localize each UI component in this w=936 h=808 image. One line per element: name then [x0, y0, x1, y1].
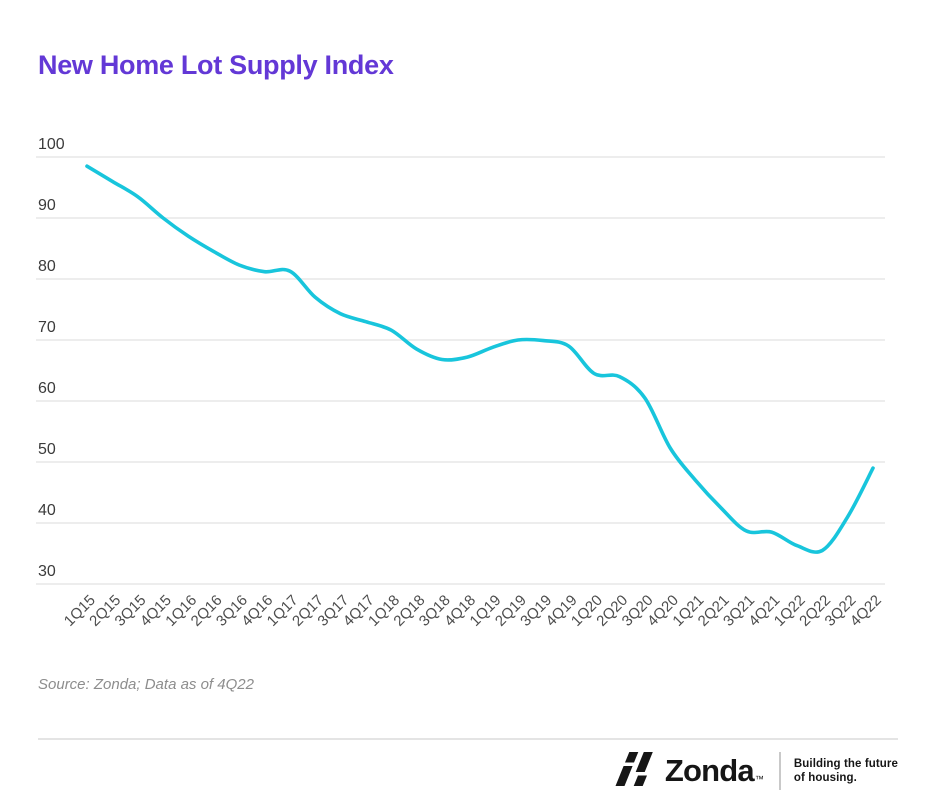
svg-text:40: 40 [38, 502, 56, 519]
svg-text:90: 90 [38, 197, 56, 214]
footer-brand-block: Zonda ™ Building the future of housing. [614, 752, 898, 790]
trademark-symbol: ™ [754, 774, 764, 784]
tagline-line-2: of housing. [793, 772, 857, 784]
svg-text:70: 70 [38, 319, 56, 336]
svg-text:80: 80 [38, 258, 56, 275]
svg-text:100: 100 [38, 136, 65, 153]
svg-text:50: 50 [38, 441, 56, 458]
footer-divider [38, 738, 898, 740]
source-note: Source: Zonda; Data as of 4Q22 [38, 676, 254, 693]
zonda-logo-icon [614, 752, 656, 790]
tagline-line-1: Building the future [793, 758, 898, 770]
footer-vertical-divider [778, 752, 781, 790]
brand-tagline: Building the future of housing. [794, 757, 898, 785]
page-title: New Home Lot Supply Index [38, 50, 394, 80]
supply-index-line [85, 164, 875, 554]
zonda-wordmark: Zonda [664, 752, 755, 788]
line-chart: 304050607080901001Q152Q153Q154Q151Q162Q1… [36, 136, 885, 630]
svg-text:60: 60 [38, 380, 56, 397]
svg-text:30: 30 [38, 563, 56, 580]
